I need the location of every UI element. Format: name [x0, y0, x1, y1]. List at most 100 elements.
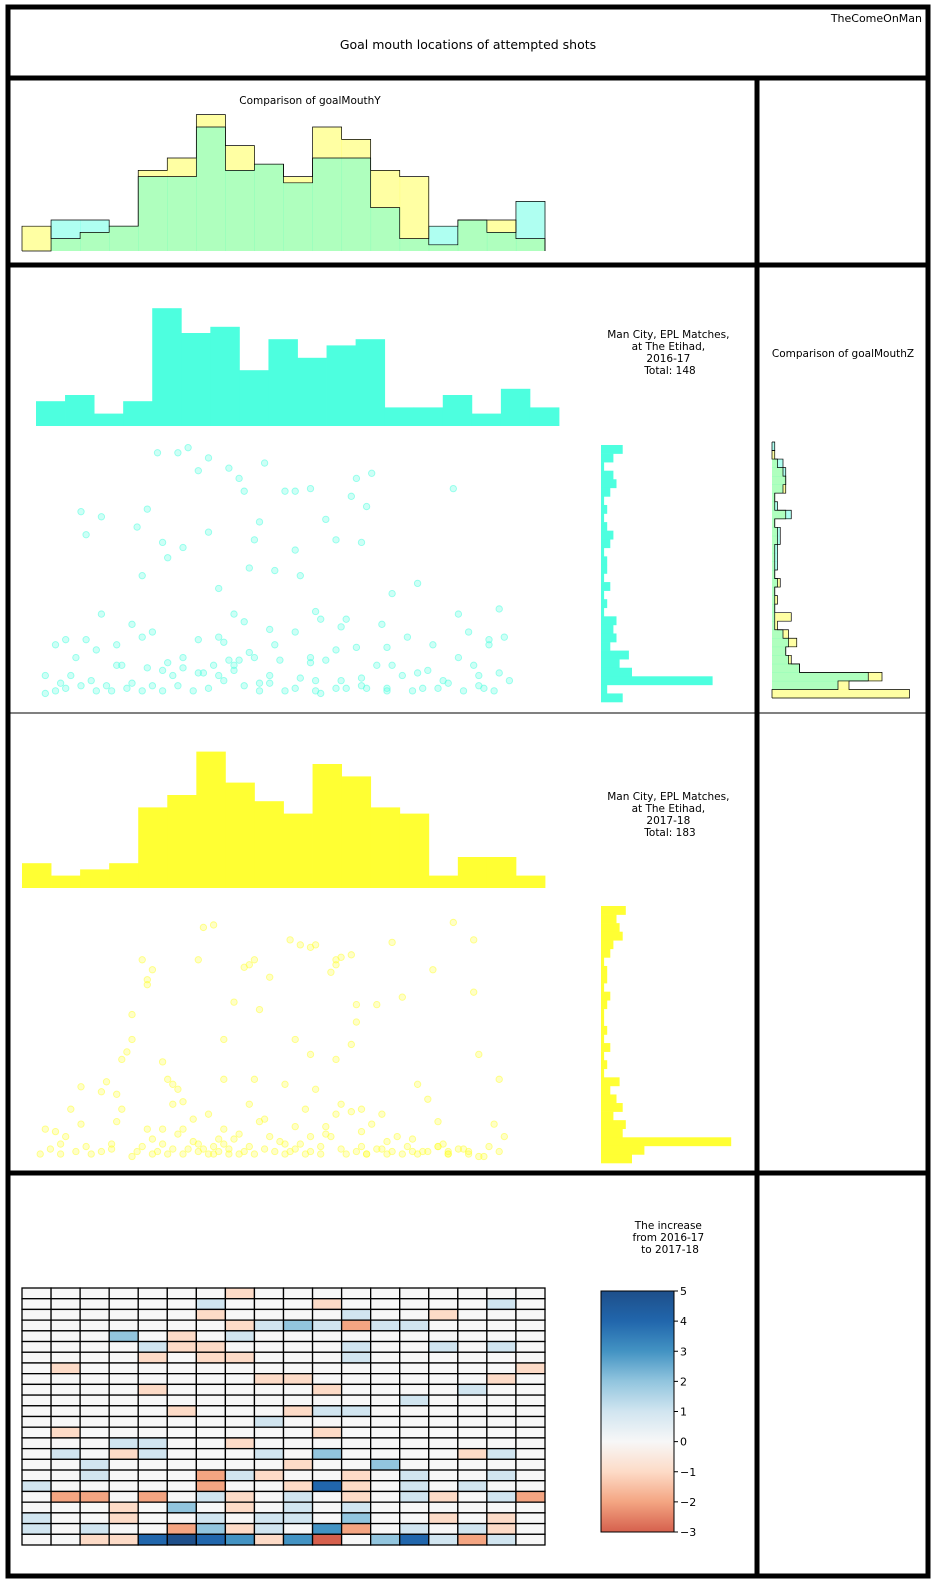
scatter-2017-18-point — [464, 1150, 473, 1158]
hist-2017-18-bar — [109, 863, 139, 888]
heatmap-cell — [79, 1437, 110, 1450]
scatter-2016-17-point — [215, 633, 223, 641]
scatter-2017-18-point — [311, 1085, 320, 1093]
heatmap-cell — [282, 1319, 314, 1332]
scatter-2016-17-point — [72, 653, 80, 662]
scatter-2017-18-point — [225, 1150, 233, 1158]
heatmap-cell — [137, 1533, 168, 1546]
season-label-2017-18: Man City, EPL Matches, at The Etihad, 20… — [607, 791, 733, 839]
heatmap-cell — [399, 1490, 430, 1503]
heatmap-cell — [224, 1287, 256, 1300]
heatmap-cell — [108, 1351, 139, 1364]
scatter-2016-17-point — [245, 648, 253, 657]
scatter-2017-18-point — [337, 953, 345, 961]
comparison-goalmouthz-title: Comparison of goalMouthZ — [772, 348, 914, 360]
scatter-2016-17-point — [204, 528, 213, 536]
heatmap-cell — [195, 1298, 227, 1311]
scatter-2017-18-point — [97, 1147, 106, 1156]
scatter-2017-18-point — [138, 956, 146, 964]
heatmap-cell — [370, 1351, 401, 1364]
heatmap-cell — [50, 1458, 81, 1471]
scatter-2017-18-point — [291, 1035, 299, 1044]
heatmap-cell — [399, 1522, 430, 1535]
heatmap-cell — [282, 1426, 314, 1439]
heatmap-cell — [340, 1512, 372, 1525]
hist-z-2017-18-bar — [601, 983, 605, 992]
hist-z-2017-18-bar — [601, 1111, 614, 1121]
cmp-z-2016-17-outline — [771, 441, 869, 698]
heatmap-cell — [399, 1362, 430, 1375]
heatmap-cell — [137, 1447, 168, 1460]
scatter-2017-18-point — [41, 1125, 49, 1133]
heatmap-cell — [457, 1522, 488, 1535]
heatmap-cell — [311, 1373, 343, 1386]
scatter-2017-18-point — [235, 1130, 243, 1138]
scatter-2017-18-point — [378, 1110, 386, 1118]
heatmap-cell — [311, 1426, 343, 1439]
hist-2016-17-bar — [529, 407, 560, 426]
cmp-z-2017-18-outline — [771, 442, 910, 699]
heatmap-cell — [195, 1340, 227, 1353]
hist-z-2016-17-bar — [601, 513, 605, 523]
hist-2017-18-bar — [22, 863, 52, 888]
hist-z-2017-18-bar — [601, 1128, 623, 1138]
season-label-2016-17-line-2: at The Etihad, — [632, 341, 706, 353]
scatter-2016-17-point — [204, 454, 213, 462]
scatter-2017-18-point — [429, 966, 437, 974]
cmp-z-2017-18-bar — [772, 544, 775, 554]
heatmap-cell — [311, 1469, 343, 1482]
heatmap-cell — [370, 1533, 401, 1546]
scatter-2016-17-point — [107, 687, 116, 695]
heatmap-cell — [311, 1383, 343, 1396]
colorbar-tick-label: −3 — [680, 1526, 696, 1539]
heatmap-cell — [21, 1319, 52, 1332]
scatter-2016-17-point — [240, 682, 248, 690]
scatter-2017-18-point — [352, 1147, 361, 1156]
heatmap-cell — [166, 1383, 197, 1396]
heatmap-cell — [137, 1287, 168, 1300]
heatmap-cell — [50, 1319, 81, 1332]
scatter-2017-18-point — [189, 1115, 197, 1123]
heatmap-cell — [79, 1469, 110, 1482]
scatter-2016-17-point — [306, 659, 315, 667]
hist-2016-17-bar — [384, 407, 415, 426]
scatter-2016-17-point — [449, 484, 457, 493]
scatter-2016-17-point — [413, 579, 422, 588]
heatmap-cell — [21, 1469, 52, 1482]
heatmap-cell — [370, 1426, 401, 1439]
scatter-2017-18-point — [153, 1147, 162, 1156]
cmp-z-2017-18-bar — [772, 535, 778, 545]
scatter-2017-18-point — [250, 956, 259, 964]
scatter-2016-17-point — [138, 572, 146, 580]
hist-z-2016-17-bar — [601, 633, 617, 643]
heatmap-cell — [486, 1458, 517, 1471]
scatter-2017-18-point — [439, 1140, 447, 1148]
scatter-2017-18-point — [250, 1150, 259, 1158]
cmp-z-2017-18-bar — [772, 629, 789, 639]
heatmap-cell — [195, 1426, 227, 1439]
scatter-2017-18-point — [408, 1135, 417, 1143]
scatter-2017-18-point — [306, 1050, 315, 1059]
heatmap-cell — [195, 1351, 227, 1364]
scatter-2017-18-point — [143, 981, 151, 989]
scatter-2017-18-point — [332, 961, 340, 969]
goalmouthy-2016-17-chart — [36, 308, 560, 426]
heatmap-cell — [224, 1426, 256, 1439]
scatter-2016-17-chart — [41, 444, 514, 698]
heatmap-cell — [50, 1298, 81, 1311]
goalmouthz-2017-18-chart — [601, 906, 732, 1164]
heatmap-cell — [311, 1415, 343, 1428]
heatmap-cell — [224, 1383, 256, 1396]
scatter-2016-17-point — [475, 671, 483, 680]
scatter-2017-18-point — [398, 993, 406, 1001]
scatter-2017-18-point — [148, 966, 157, 974]
heatmap-cell — [340, 1308, 372, 1321]
heatmap-cell — [195, 1383, 227, 1396]
heatmap-cell — [224, 1330, 256, 1343]
scatter-2016-17-point — [77, 508, 85, 516]
scatter-2017-18-point — [459, 1145, 468, 1153]
heatmap-cell — [195, 1373, 227, 1386]
cmp-y-2017-18-bar — [80, 232, 110, 251]
heatmap-cell — [166, 1512, 197, 1525]
scatter-2017-18-point — [143, 976, 151, 984]
